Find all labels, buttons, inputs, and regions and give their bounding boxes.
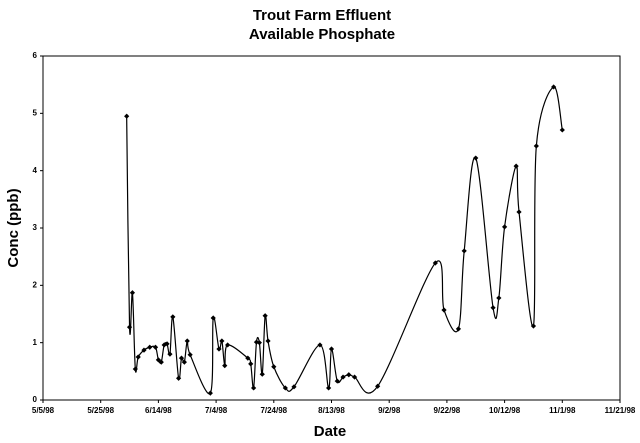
data-point [152,344,159,350]
data-point [207,390,213,396]
chart-title: Trout Farm Effluent [253,7,391,24]
data-point [222,363,228,369]
data-point [225,342,231,348]
data-point [346,372,352,378]
y-tick-label: 3 [33,223,38,232]
y-tick-label: 0 [33,395,38,404]
data-point [216,346,222,352]
data-point [461,248,467,254]
chart-title: Available Phosphate [249,26,395,43]
data-point [328,346,335,352]
data-point [265,338,271,344]
data-point [533,143,539,149]
data-point [559,127,565,133]
data-point [251,385,257,391]
y-tick-label: 6 [33,51,38,60]
x-tick-label: 5/5/98 [32,406,55,415]
data-point [282,385,288,391]
data-point [124,113,130,119]
data-point [178,355,185,361]
data-point [155,357,161,363]
data-point [516,209,522,215]
data-point [141,347,147,353]
x-tick-label: 10/12/98 [489,406,521,415]
data-line [126,86,563,395]
y-tick-label: 1 [33,338,38,347]
data-point [441,307,447,313]
x-tick-label: 6/14/98 [145,406,172,415]
data-point [351,374,358,380]
x-tick-label: 5/25/98 [87,406,114,415]
data-point [259,371,265,377]
data-point [132,366,138,372]
data-point [158,359,164,365]
x-tick-label: 9/2/98 [378,406,401,415]
data-point [167,351,173,357]
data-point [126,324,133,330]
x-tick-label: 8/13/98 [318,406,345,415]
data-point [551,84,557,90]
data-point [334,378,340,384]
y-tick-label: 2 [33,280,38,289]
data-point [375,383,381,389]
data-point [455,326,462,332]
data-point [219,338,225,344]
data-point [473,155,479,161]
data-point [530,323,537,329]
x-axis-label: Date [314,423,347,440]
data-point [248,361,254,367]
data-point [175,375,182,381]
x-tick-label: 9/22/98 [434,406,461,415]
data-point [291,384,297,390]
data-point [170,314,176,320]
data-point [147,344,153,350]
data-point [326,385,332,391]
data-point [164,341,170,347]
data-point [513,163,519,169]
data-point [187,352,193,358]
data-point [135,354,141,360]
data-point [262,313,268,319]
x-tick-label: 11/21/98 [605,406,636,415]
data-point [253,339,260,345]
x-tick-label: 7/4/98 [205,406,228,415]
data-point [271,364,277,370]
data-point [210,315,216,321]
data-point [161,342,167,348]
y-tick-label: 5 [33,108,38,117]
data-point [256,340,262,346]
x-tick-label: 7/24/98 [260,406,287,415]
data-point [184,338,190,344]
data-point [502,224,508,230]
data-point [129,290,136,296]
data-point [317,342,323,348]
y-axis-label: Conc (ppb) [5,188,22,267]
data-point [490,305,496,311]
data-point [496,295,502,301]
y-tick-label: 4 [33,166,38,175]
data-point [432,260,438,266]
x-tick-label: 11/1/98 [549,406,576,415]
data-point [245,355,251,361]
data-point [181,359,187,365]
data-point [340,374,346,380]
